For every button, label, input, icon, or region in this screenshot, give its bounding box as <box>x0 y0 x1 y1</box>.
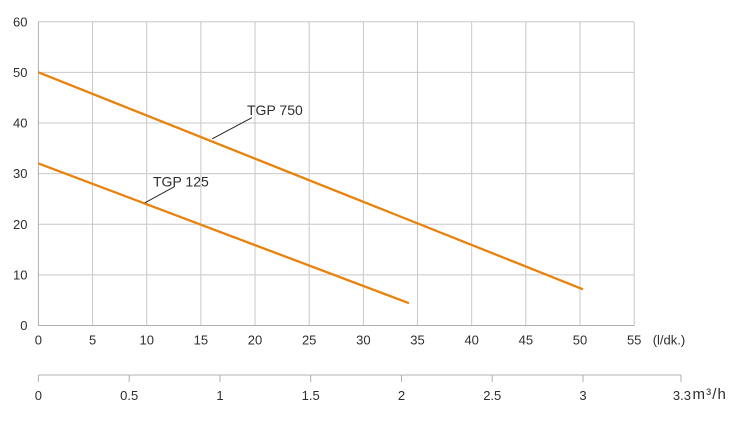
svg-text:25: 25 <box>302 333 316 348</box>
svg-text:0: 0 <box>20 318 27 333</box>
svg-text:60: 60 <box>13 14 27 29</box>
svg-text:0: 0 <box>35 388 42 403</box>
svg-text:m³/h: m³/h <box>693 386 727 403</box>
svg-text:TGP 750: TGP 750 <box>247 102 303 118</box>
svg-text:20: 20 <box>248 333 262 348</box>
svg-text:10: 10 <box>13 267 27 282</box>
svg-text:5: 5 <box>89 333 96 348</box>
svg-text:20: 20 <box>13 217 27 232</box>
svg-text:40: 40 <box>13 116 27 131</box>
svg-text:0.5: 0.5 <box>120 388 138 403</box>
svg-text:(l/dk.): (l/dk.) <box>653 333 686 348</box>
svg-text:2: 2 <box>398 388 405 403</box>
svg-text:50: 50 <box>573 333 587 348</box>
svg-text:35: 35 <box>410 333 424 348</box>
svg-text:1: 1 <box>216 388 223 403</box>
svg-text:3: 3 <box>579 388 586 403</box>
svg-text:1.5: 1.5 <box>302 388 320 403</box>
svg-text:0: 0 <box>35 333 42 348</box>
svg-text:TGP 125: TGP 125 <box>153 173 209 189</box>
svg-text:30: 30 <box>13 166 27 181</box>
svg-text:3.3: 3.3 <box>673 388 691 403</box>
svg-text:40: 40 <box>464 333 478 348</box>
svg-text:30: 30 <box>356 333 370 348</box>
svg-text:2.5: 2.5 <box>483 388 501 403</box>
svg-text:15: 15 <box>194 333 208 348</box>
svg-text:50: 50 <box>13 65 27 80</box>
svg-text:10: 10 <box>139 333 153 348</box>
svg-text:45: 45 <box>519 333 533 348</box>
svg-text:55: 55 <box>627 333 641 348</box>
